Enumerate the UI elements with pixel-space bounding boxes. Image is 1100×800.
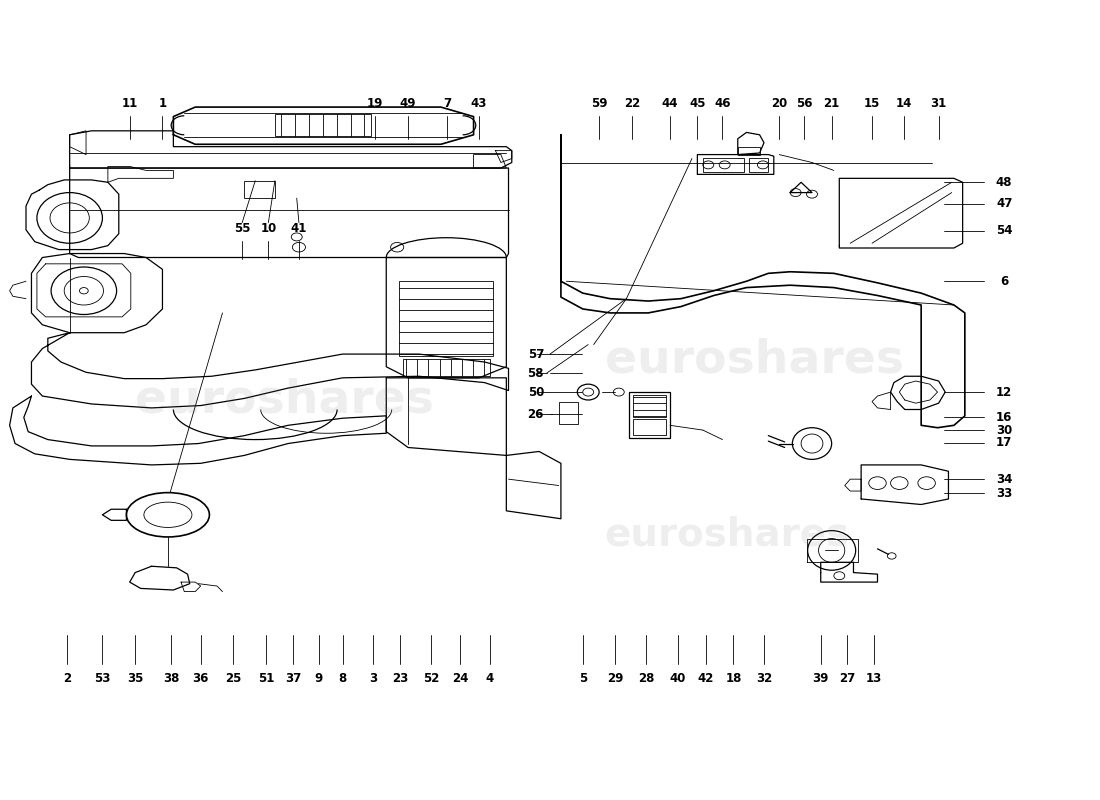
Text: 51: 51	[258, 672, 274, 685]
Text: 46: 46	[714, 97, 730, 110]
Text: 11: 11	[122, 97, 138, 110]
Text: 34: 34	[996, 473, 1012, 486]
Text: 6: 6	[1000, 274, 1009, 288]
Text: 9: 9	[315, 672, 322, 685]
Text: 57: 57	[528, 347, 544, 361]
Text: 32: 32	[756, 672, 772, 685]
Bar	[703, 158, 745, 172]
Text: euroshares: euroshares	[605, 338, 903, 383]
Text: 25: 25	[226, 672, 242, 685]
Text: 40: 40	[670, 672, 686, 685]
Bar	[632, 419, 666, 435]
Text: 42: 42	[697, 672, 714, 685]
Bar	[749, 158, 768, 172]
Text: 28: 28	[638, 672, 654, 685]
Text: 43: 43	[471, 97, 487, 110]
Text: 8: 8	[339, 672, 346, 685]
Text: 48: 48	[996, 176, 1012, 189]
Text: 10: 10	[261, 222, 276, 235]
Bar	[628, 392, 670, 438]
Text: 13: 13	[866, 672, 882, 685]
Text: 7: 7	[443, 97, 451, 110]
Text: 27: 27	[839, 672, 855, 685]
Bar	[559, 402, 579, 424]
Text: 2: 2	[64, 672, 72, 685]
Text: 3: 3	[370, 672, 377, 685]
Text: 31: 31	[931, 97, 947, 110]
Text: 45: 45	[689, 97, 705, 110]
Text: 4: 4	[486, 672, 494, 685]
Text: 41: 41	[290, 222, 307, 235]
Text: euroshares: euroshares	[605, 515, 850, 554]
Text: 1: 1	[158, 97, 166, 110]
Text: 23: 23	[393, 672, 408, 685]
Text: 33: 33	[996, 487, 1012, 500]
Text: euroshares: euroshares	[135, 378, 435, 422]
Text: 37: 37	[285, 672, 301, 685]
Text: 12: 12	[996, 386, 1012, 398]
Bar	[632, 395, 666, 418]
Text: 29: 29	[607, 672, 624, 685]
Text: 53: 53	[95, 672, 111, 685]
Text: 16: 16	[996, 411, 1012, 424]
Bar	[403, 359, 490, 376]
Text: 36: 36	[192, 672, 209, 685]
Text: 30: 30	[996, 423, 1012, 437]
Text: 44: 44	[662, 97, 679, 110]
Text: 18: 18	[725, 672, 741, 685]
Text: 58: 58	[528, 366, 544, 379]
Text: 15: 15	[864, 97, 880, 110]
Text: 19: 19	[367, 97, 384, 110]
Text: 24: 24	[452, 672, 469, 685]
Text: 59: 59	[591, 97, 607, 110]
Text: 20: 20	[771, 97, 788, 110]
Bar	[738, 146, 760, 154]
Text: 47: 47	[996, 197, 1012, 210]
Bar	[244, 181, 275, 198]
Text: 54: 54	[996, 224, 1012, 237]
Text: 5: 5	[579, 672, 587, 685]
Text: 35: 35	[126, 672, 143, 685]
Text: 50: 50	[528, 386, 544, 398]
Text: 56: 56	[796, 97, 813, 110]
Text: 22: 22	[624, 97, 640, 110]
Text: 26: 26	[528, 408, 544, 421]
Bar	[275, 114, 371, 136]
Text: 17: 17	[996, 436, 1012, 450]
Text: 52: 52	[422, 672, 439, 685]
Text: 14: 14	[895, 97, 912, 110]
Text: 38: 38	[163, 672, 179, 685]
Bar	[399, 282, 493, 357]
Text: 55: 55	[234, 222, 251, 235]
Text: 49: 49	[399, 97, 416, 110]
Text: 39: 39	[813, 672, 829, 685]
Text: 21: 21	[824, 97, 839, 110]
